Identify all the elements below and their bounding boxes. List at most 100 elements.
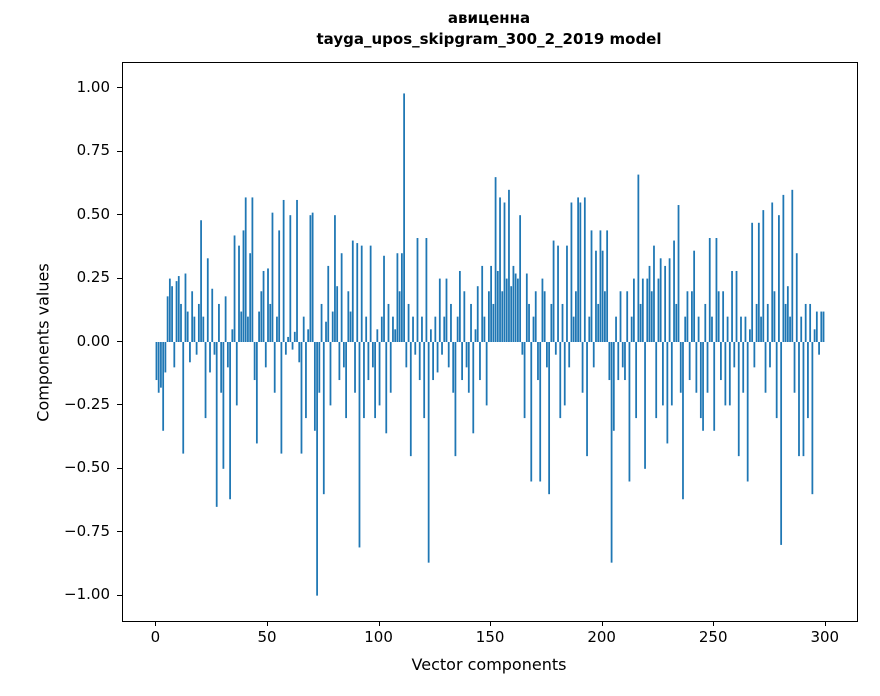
x-tick-mark	[155, 621, 157, 626]
bar	[436, 342, 439, 373]
bar	[780, 342, 783, 545]
bar	[517, 278, 519, 342]
bar	[494, 177, 497, 342]
plot-area	[122, 62, 858, 622]
bar	[490, 265, 492, 342]
bar	[514, 273, 517, 342]
bar	[327, 265, 330, 342]
bar	[670, 342, 673, 406]
bar	[575, 291, 577, 342]
bar	[543, 291, 546, 342]
bar	[160, 342, 162, 388]
x-tick-mark	[601, 621, 603, 626]
bar	[483, 316, 486, 342]
bar	[804, 303, 807, 342]
bar	[744, 316, 747, 342]
bar	[334, 215, 336, 342]
bar	[724, 342, 727, 406]
bar	[316, 342, 318, 596]
bar	[583, 197, 586, 342]
bar	[302, 316, 305, 342]
bar	[329, 342, 332, 406]
bar	[773, 291, 776, 342]
bar	[211, 288, 214, 342]
bar	[691, 291, 693, 342]
bar	[548, 342, 551, 495]
bar	[309, 215, 312, 342]
bar	[389, 342, 392, 393]
bar	[720, 342, 722, 381]
bar	[644, 342, 646, 469]
bar	[523, 342, 526, 419]
bar	[296, 199, 298, 342]
bar	[711, 316, 713, 342]
bar	[407, 303, 410, 342]
bar	[447, 342, 450, 368]
y-tick-mark	[117, 87, 122, 89]
bar	[688, 342, 691, 381]
y-tick-mark	[117, 277, 122, 279]
y-tick-label: −0.50	[64, 458, 110, 477]
bar	[409, 342, 412, 457]
x-tick-label: 150	[475, 628, 505, 646]
bar	[717, 291, 720, 342]
bar	[811, 342, 814, 495]
bar	[454, 342, 457, 457]
bar	[641, 278, 644, 342]
bar	[320, 303, 323, 342]
bar	[604, 291, 606, 342]
bar	[655, 342, 658, 419]
bar	[200, 220, 202, 342]
bar	[771, 202, 774, 342]
bar	[675, 303, 678, 342]
bar	[287, 336, 289, 342]
bar	[657, 278, 660, 342]
y-tick-label: 0.25	[76, 268, 110, 287]
bar	[624, 342, 626, 381]
x-tick-label: 200	[587, 628, 616, 646]
chart-title-model: tayga_upos_skipgram_300_2_2019 model	[316, 30, 662, 48]
bar	[392, 316, 394, 342]
bar	[519, 215, 522, 342]
bar	[550, 303, 553, 342]
bar	[425, 238, 428, 342]
chart-title: авиценна tayga_upos_skipgram_300_2_2019 …	[122, 8, 856, 50]
bar	[702, 342, 704, 431]
bar	[394, 329, 397, 342]
bar	[733, 342, 736, 368]
bar	[682, 342, 684, 500]
bar	[539, 342, 542, 482]
x-tick-mark	[713, 621, 715, 626]
bar	[168, 278, 171, 342]
bar	[735, 270, 738, 342]
bar	[206, 258, 209, 342]
bar	[525, 273, 528, 342]
bar	[197, 303, 200, 342]
bar	[427, 342, 430, 563]
bar	[800, 316, 803, 342]
bar	[639, 303, 642, 342]
bar	[421, 316, 423, 342]
bar	[755, 303, 758, 342]
bar	[795, 253, 798, 342]
bar	[445, 278, 448, 342]
bar	[601, 250, 604, 342]
bar	[249, 253, 252, 342]
bar	[608, 342, 611, 381]
bar	[766, 303, 769, 342]
bar	[697, 316, 700, 342]
bar	[630, 316, 633, 342]
bar	[684, 316, 687, 342]
bar	[396, 253, 399, 342]
bar	[487, 291, 490, 342]
bar	[405, 342, 408, 368]
bar	[400, 253, 403, 342]
chart-title-word: авиценна	[447, 9, 531, 27]
bar	[572, 316, 575, 342]
bar	[646, 278, 649, 342]
bar	[251, 197, 254, 342]
bar	[398, 291, 401, 342]
bar	[450, 303, 452, 342]
bar	[521, 342, 524, 355]
bar	[775, 342, 778, 419]
